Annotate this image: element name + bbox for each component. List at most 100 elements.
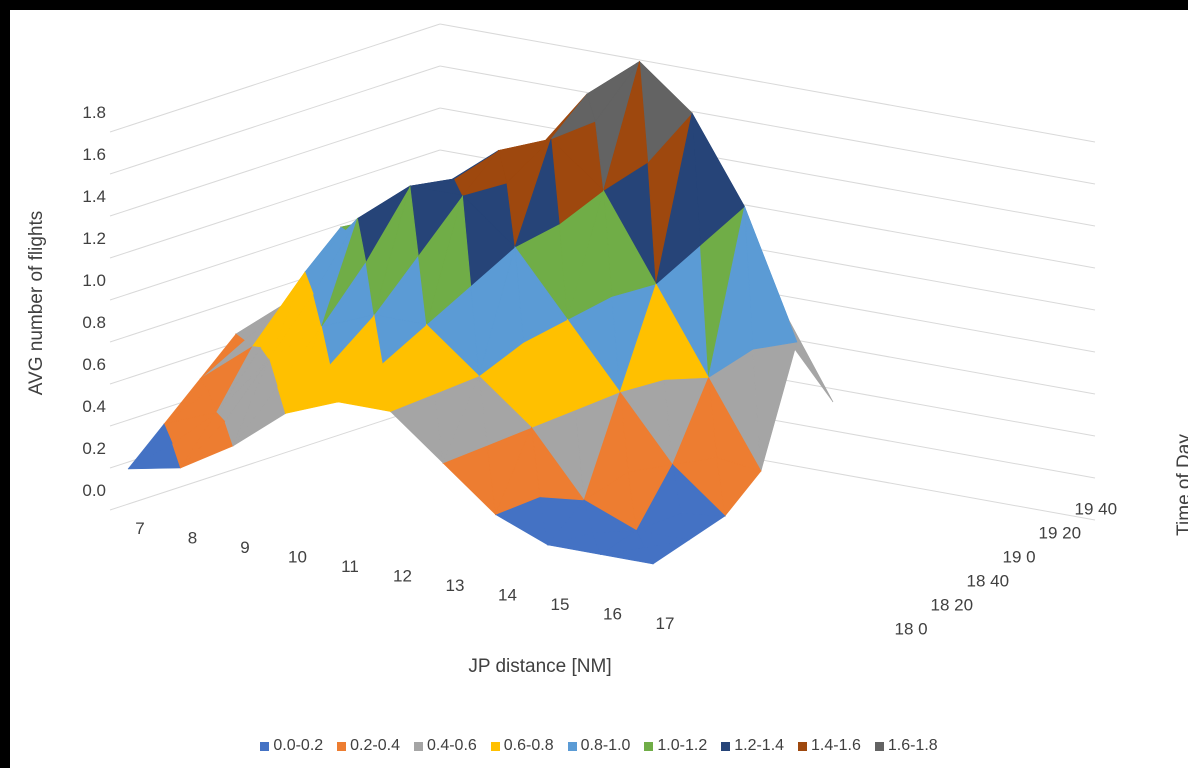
- legend-item: 0.0-0.2: [260, 737, 323, 755]
- y-axis-title: Time of Day: [1174, 434, 1188, 536]
- surface-facet: [232, 358, 278, 447]
- gridline: [109, 401, 441, 511]
- gridline: [109, 107, 441, 217]
- x-tick-label: 13: [446, 576, 465, 595]
- surface-facet: [744, 206, 798, 350]
- surface-facet: [635, 463, 682, 532]
- legend-swatch: [874, 741, 884, 751]
- x-tick-label: 7: [135, 519, 144, 538]
- z-axis-ticks: 0.0 0.2 0.4 0.6 0.8 1.0 1.2 1.4 1.6 1.8: [82, 103, 106, 500]
- z-tick-label: 0.8: [82, 313, 106, 332]
- z-tick-label: 0.2: [82, 439, 106, 458]
- legend-label: 0.6-0.8: [503, 737, 554, 754]
- surface-facet: [373, 185, 419, 316]
- surface-facet: [478, 246, 524, 377]
- y-tick-label: 18 0: [895, 620, 928, 639]
- legend-label: 0.2-0.4: [350, 737, 400, 754]
- y-tick-label: 19 20: [1039, 524, 1082, 543]
- z-tick-label: 0.4: [82, 397, 106, 416]
- surface-facet: [619, 283, 665, 393]
- x-tick-label: 9: [240, 538, 249, 557]
- legend-label: 0.8-1.0: [580, 737, 631, 754]
- surface-facet: [389, 323, 436, 413]
- x-tick-label: 16: [603, 605, 622, 624]
- surface-facet: [442, 374, 488, 464]
- surface-facet: [321, 217, 367, 327]
- legend-item: 0.6-0.8: [490, 737, 554, 755]
- legend-label: 0.0-0.2: [273, 737, 324, 754]
- y-tick-label: 19 0: [1003, 548, 1036, 567]
- surface-facet: [163, 378, 209, 425]
- z-tick-label: 1.6: [82, 145, 106, 164]
- legend-item: 1.6-1.8: [874, 737, 938, 755]
- x-axis-title: JP distance [NM]: [468, 656, 611, 677]
- x-tick-label: 8: [188, 529, 197, 548]
- y-tick-label: 18 20: [931, 596, 974, 615]
- surface-facet: [409, 178, 455, 187]
- surface-facet: [216, 346, 262, 413]
- x-axis-ticks: 7 8 9 10 11 12 13 14 15 16 17: [135, 519, 674, 633]
- chart-frame: 0.0 0.2 0.4 0.6 0.8 1.0 1.2 1.4 1.6 1.8 7 8 9 10 11 12…: [10, 10, 1188, 768]
- legend-swatch: [567, 741, 577, 751]
- surface-facet: [547, 499, 593, 546]
- surface-facet: [600, 530, 646, 555]
- legend-item: 0.2-0.4: [337, 737, 400, 755]
- surface-facet: [461, 149, 508, 197]
- gridline: [109, 149, 441, 259]
- gridline: [109, 23, 441, 133]
- legend-item: 1.4-1.6: [798, 737, 861, 755]
- x-tick-label: 10: [288, 548, 307, 567]
- z-tick-label: 1.4: [82, 187, 106, 206]
- z-tick-label: 1.2: [82, 229, 106, 248]
- surface-chart: 0.0 0.2 0.4 0.6 0.8 1.0 1.2 1.4 1.6 1.8 7 8 9 10 11 12…: [26, 23, 1188, 677]
- surface-facet: [180, 412, 226, 469]
- surface-facet: [127, 423, 173, 470]
- legend-label: 1.0-1.2: [657, 737, 708, 754]
- surface-plot: [127, 60, 834, 565]
- surface-facet: [531, 319, 577, 429]
- surface-facet: [550, 93, 596, 140]
- legend: 0.0-0.2 0.2-0.4 0.4-0.6 0.6-0.8 0.8-1.0 1.0-1…: [10, 737, 1188, 755]
- surface-facet: [425, 195, 472, 326]
- surface-facet: [603, 61, 649, 192]
- legend-swatch: [413, 741, 423, 751]
- z-tick-label: 1.0: [82, 271, 106, 290]
- y-tick-label: 18 40: [967, 572, 1010, 591]
- x-tick-label: 14: [498, 586, 517, 605]
- legend-swatch: [490, 741, 500, 751]
- surface-facet: [655, 112, 701, 285]
- x-tick-label: 17: [656, 614, 675, 633]
- x-tick-label: 12: [393, 567, 412, 586]
- gridline: [109, 65, 441, 175]
- surface-facet: [583, 391, 629, 501]
- gridline: [439, 23, 1096, 143]
- surface-facet: [494, 426, 541, 516]
- y-tick-label: 19 40: [1075, 500, 1118, 519]
- legend-swatch: [644, 741, 654, 751]
- x-tick-label: 11: [341, 557, 359, 576]
- z-tick-label: 1.8: [82, 103, 106, 122]
- legend-swatch: [798, 741, 808, 751]
- gridline: [439, 107, 1096, 227]
- surface-facet: [514, 138, 560, 248]
- z-tick-label: 0.0: [82, 481, 106, 500]
- legend-swatch: [260, 741, 270, 751]
- surface-facet: [567, 190, 613, 321]
- surface-facet: [199, 333, 245, 380]
- z-axis-title: AVG number of flights: [26, 211, 47, 395]
- legend-swatch: [721, 741, 731, 751]
- gridline: [439, 65, 1096, 185]
- legend-swatch: [337, 741, 347, 751]
- legend-item: 1.0-1.2: [644, 737, 707, 755]
- surface-facet: [285, 325, 331, 414]
- surface-facet: [708, 206, 754, 379]
- z-tick-label: 0.6: [82, 355, 106, 374]
- surface-facet: [337, 313, 383, 403]
- legend-item: 0.4-0.6: [413, 737, 477, 755]
- surface-facet: [752, 341, 798, 472]
- legend-item: 0.8-1.0: [567, 737, 631, 755]
- legend-label: 0.4-0.6: [426, 737, 477, 754]
- legend-label: 1.4-1.6: [811, 737, 861, 754]
- legend-label: 1.6-1.8: [887, 737, 938, 754]
- legend-item: 1.2-1.4: [721, 737, 784, 755]
